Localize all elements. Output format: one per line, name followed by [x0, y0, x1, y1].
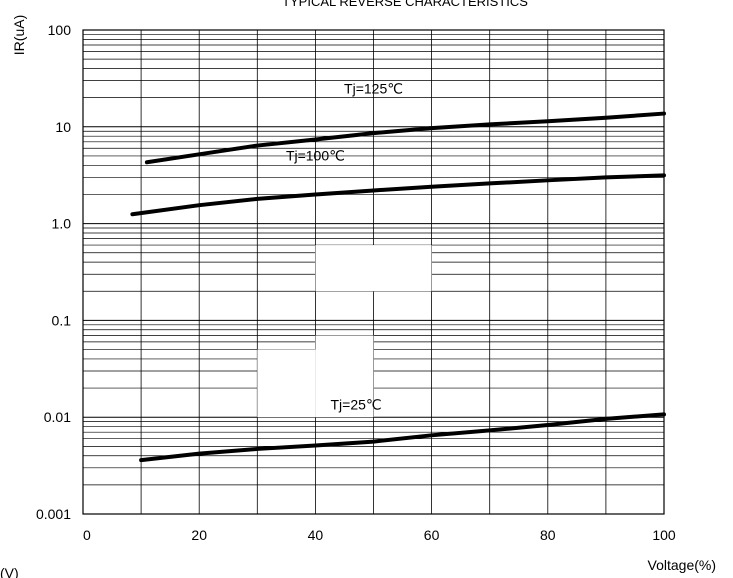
x-tick-label: 40 — [308, 527, 324, 543]
chart-title: TYPICAL REVERSE CHARACTERISTICS — [282, 0, 528, 9]
grid-gap — [257, 349, 316, 418]
y-tick-label: 100 — [48, 22, 72, 38]
x-tick-label: 80 — [540, 527, 556, 543]
curve-tj125 — [144, 111, 666, 165]
y-tick-label: 10 — [55, 119, 71, 135]
y-tick-labels: 0.001 0.01 0.1 1.0 10 100 — [36, 22, 71, 522]
y-axis-label: IR(uA) — [11, 15, 27, 55]
x-tick-labels: 0 20 40 60 80 100 — [83, 527, 676, 543]
y-tick-label: 0.1 — [52, 312, 72, 328]
grid-masks — [257, 245, 432, 418]
curve-tj25 — [139, 412, 666, 463]
curves — [130, 111, 666, 463]
x-tick-label: 20 — [191, 527, 207, 543]
x-tick-label: 60 — [424, 527, 440, 543]
grid-gap — [315, 335, 374, 418]
y-tick-label: 0.001 — [36, 506, 71, 522]
curve-tj100 — [130, 173, 666, 217]
x-axis-label: Voltage(%) — [648, 557, 716, 573]
y-tick-label: 0.01 — [44, 409, 71, 425]
curve-labels: Tj=125℃ Tj=100℃ Tj=25℃ — [286, 81, 403, 413]
y-tick-label: 1.0 — [52, 216, 72, 232]
curve-label: Tj=125℃ — [344, 81, 403, 97]
grid-gap — [315, 245, 432, 292]
x-tick-label: 0 — [83, 527, 91, 543]
plot-frame — [82, 29, 665, 515]
x-tick-label: 100 — [652, 527, 676, 543]
curve-label: Tj=100℃ — [286, 147, 345, 163]
bottom-left-unit-label: (V) — [0, 565, 19, 578]
curve-label: Tj=25℃ — [330, 397, 381, 413]
